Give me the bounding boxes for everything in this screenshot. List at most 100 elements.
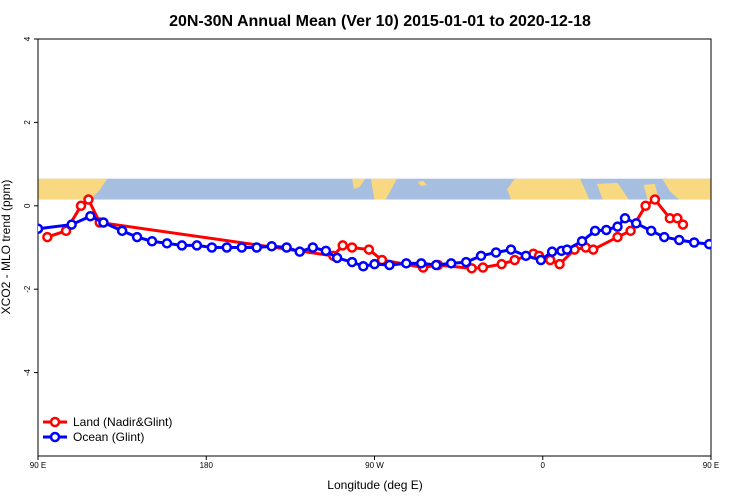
land-point [42, 231, 53, 243]
ocean-point [703, 238, 711, 250]
ocean-point [589, 225, 601, 237]
series-ocean [38, 210, 728, 272]
ocean-point [85, 210, 96, 222]
ocean-point [720, 240, 728, 248]
ocean-point [358, 261, 369, 272]
legend: Land (Nadir&Glint) Ocean (Glint) [43, 415, 172, 444]
land-point [83, 194, 94, 205]
land-point [612, 231, 623, 243]
ocean-point [116, 225, 128, 237]
map-land-baja [352, 178, 366, 190]
legend-label-ocean: Ocean (Glint) [73, 430, 144, 444]
ocean-point [131, 231, 143, 243]
map-land-asia-east [662, 178, 711, 200]
ocean-point [66, 219, 77, 230]
ocean-point [659, 231, 670, 243]
legend-marker-ocean [49, 431, 61, 443]
y-axis: 4 2 0 -2 -4 [23, 36, 38, 376]
ocean-point [619, 213, 631, 224]
ocean-point [490, 247, 502, 258]
ocean-point [535, 254, 547, 266]
ocean-point [688, 237, 700, 248]
map-land-mexico [370, 178, 397, 200]
ocean-point [38, 223, 44, 234]
x-tick-label: 90 E [30, 461, 46, 470]
ocean-point [161, 238, 173, 249]
x-tick-label: 180 [200, 461, 214, 470]
y-tick-label: 2 [23, 120, 32, 125]
ocean-point [520, 250, 532, 262]
ocean-point [630, 218, 642, 229]
map-land-florida [417, 180, 427, 186]
y-tick-label: -4 [23, 368, 32, 376]
land-point [346, 242, 358, 253]
land-point [75, 200, 87, 212]
land-point [587, 244, 599, 255]
x-axis-label: Longitude (deg E) [327, 478, 422, 492]
x-tick-label: 0 [541, 461, 546, 470]
land-point [466, 263, 477, 274]
land-point [60, 225, 72, 237]
y-tick-label: -2 [23, 285, 32, 293]
land-point [672, 213, 683, 224]
ocean-point [346, 256, 358, 268]
legend-marker-land [49, 416, 61, 428]
map-band [38, 178, 711, 200]
ocean-point [320, 245, 332, 257]
land-point [625, 225, 636, 237]
land-point [363, 244, 375, 255]
land-point [509, 254, 520, 266]
map-land-sahara [507, 178, 590, 200]
ocean-point [645, 225, 657, 237]
ocean-point [401, 258, 412, 269]
land-line [46, 198, 685, 270]
x-tick-label: 90 W [365, 461, 384, 470]
land-point [496, 258, 507, 270]
legend-label-land: Land (Nadir&Glint) [73, 415, 172, 429]
ocean-point [384, 259, 395, 271]
ocean-point [561, 244, 573, 255]
y-axis-label: XCO2 - MLO trend (ppm) [0, 180, 13, 315]
ocean-point [176, 240, 188, 251]
ocean-point [98, 217, 109, 228]
y-tick-label: 0 [23, 203, 32, 208]
land-point [640, 200, 651, 212]
ocean-point [281, 242, 292, 253]
ocean-point [612, 221, 623, 232]
ocean-point [331, 252, 343, 264]
ocean-point [236, 242, 248, 253]
ocean-point [415, 258, 427, 269]
land-point [677, 219, 689, 230]
ocean-point [546, 246, 558, 257]
ocean-point [221, 242, 233, 253]
plot-frame [37, 38, 712, 457]
ocean-point [369, 258, 380, 270]
ocean-point [601, 224, 612, 236]
ocean-point [475, 250, 487, 262]
ocean-point [576, 235, 588, 247]
ocean-point [191, 240, 203, 251]
land-point [477, 262, 489, 273]
ocean-point [673, 234, 685, 246]
ocean-point [266, 240, 277, 252]
land-point [649, 194, 661, 205]
x-tick-label: 90 E [703, 461, 719, 470]
map-land-asia-west [38, 178, 108, 200]
land-point [337, 240, 348, 251]
land-point [544, 254, 556, 266]
ocean-point [294, 246, 305, 257]
land-point [554, 258, 565, 270]
ocean-point [146, 235, 158, 247]
ocean-point [505, 244, 517, 255]
x-axis: 90 E 180 90 W 0 90 E [30, 456, 719, 470]
series-layer [38, 194, 728, 274]
map-land-arabia [596, 182, 629, 200]
ocean-point [251, 242, 262, 253]
ocean-point [307, 242, 319, 253]
ocean-point [460, 256, 472, 268]
ocean-point [206, 242, 218, 253]
chart-title: 20N-30N Annual Mean (Ver 10) 2015-01-01 … [169, 13, 591, 30]
ocean-point [445, 258, 457, 269]
ocean-point [430, 259, 442, 271]
